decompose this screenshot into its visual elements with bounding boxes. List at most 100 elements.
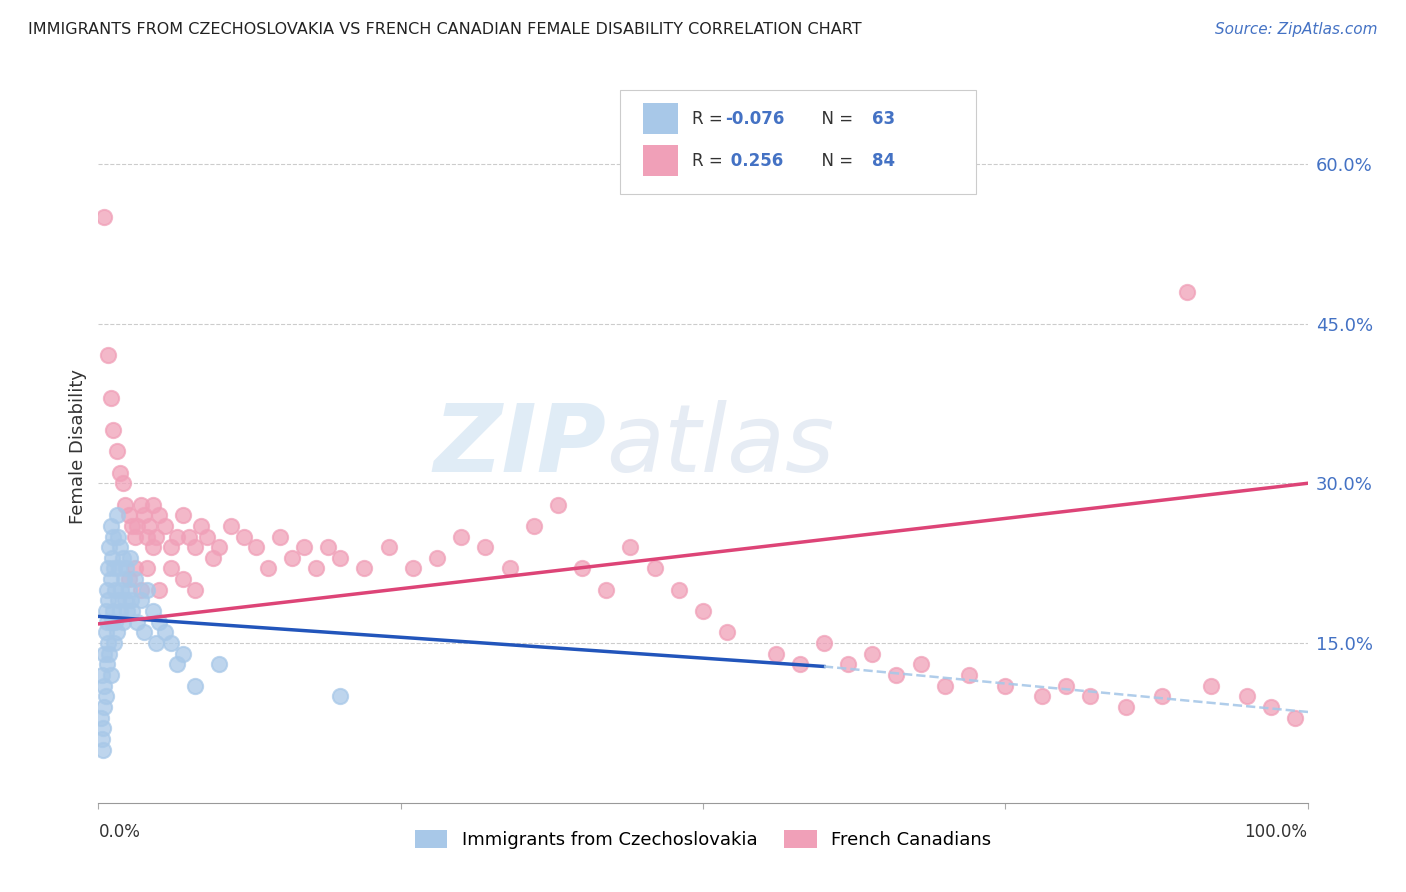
Point <box>619 540 641 554</box>
Point <box>1175 285 1198 299</box>
Text: N =: N = <box>811 110 859 128</box>
Point <box>377 540 399 554</box>
Point <box>114 593 136 607</box>
Point <box>179 529 201 543</box>
Point <box>135 561 157 575</box>
Point <box>138 519 160 533</box>
Point <box>100 519 122 533</box>
Point <box>190 519 212 533</box>
Point <box>910 657 932 672</box>
Point <box>1284 710 1306 724</box>
Point <box>101 529 124 543</box>
Point <box>117 604 139 618</box>
Point <box>316 540 339 554</box>
Point <box>129 498 152 512</box>
Point <box>114 498 136 512</box>
Point <box>108 540 131 554</box>
Point <box>860 647 883 661</box>
Point <box>813 636 835 650</box>
Point <box>153 625 176 640</box>
Point <box>1078 690 1101 704</box>
Point <box>105 444 128 458</box>
Y-axis label: Female Disability: Female Disability <box>69 368 87 524</box>
Legend: Immigrants from Czechoslovakia, French Canadians: Immigrants from Czechoslovakia, French C… <box>408 822 998 856</box>
Point <box>184 540 207 554</box>
Point <box>184 582 207 597</box>
Point <box>91 731 114 746</box>
Point <box>96 615 118 629</box>
Text: atlas: atlas <box>606 401 835 491</box>
Point <box>153 519 176 533</box>
Point <box>112 572 135 586</box>
Point <box>329 550 352 565</box>
Point <box>94 690 117 704</box>
Text: 100.0%: 100.0% <box>1244 822 1308 841</box>
Point <box>145 529 167 543</box>
Point <box>1236 690 1258 704</box>
Text: N =: N = <box>811 152 859 169</box>
Point <box>100 391 122 405</box>
Point <box>111 615 134 629</box>
Point <box>1152 690 1174 704</box>
Point <box>91 721 114 735</box>
Point <box>91 668 114 682</box>
Point <box>93 647 115 661</box>
Point <box>108 604 131 618</box>
Point <box>101 604 124 618</box>
Point <box>208 657 231 672</box>
Point <box>134 508 156 523</box>
Point <box>103 561 125 575</box>
Point <box>100 572 122 586</box>
Point <box>269 529 291 543</box>
Point <box>1199 679 1222 693</box>
Point <box>104 582 127 597</box>
Point <box>160 540 183 554</box>
Point <box>111 550 134 565</box>
Point <box>118 582 141 597</box>
Point <box>121 519 143 533</box>
Point <box>107 529 129 543</box>
Point <box>256 561 278 575</box>
Point <box>93 210 115 224</box>
Point <box>124 529 146 543</box>
Point <box>94 625 117 640</box>
Point <box>98 647 121 661</box>
Point <box>124 561 146 575</box>
Point <box>107 593 129 607</box>
Point <box>118 508 141 523</box>
Point <box>1115 700 1137 714</box>
Point <box>91 742 114 756</box>
Point <box>160 636 183 650</box>
Text: -0.076: -0.076 <box>725 110 785 128</box>
Point <box>232 529 254 543</box>
Point <box>668 582 690 597</box>
Point <box>305 561 328 575</box>
Point <box>595 582 617 597</box>
Point <box>142 604 165 618</box>
Point <box>111 476 134 491</box>
Point <box>692 604 714 618</box>
Point <box>957 668 980 682</box>
Point <box>172 508 194 523</box>
Point <box>97 636 120 650</box>
Point <box>100 550 122 565</box>
Point <box>402 561 425 575</box>
Point <box>97 593 120 607</box>
Point <box>118 550 141 565</box>
Point <box>135 529 157 543</box>
Point <box>994 679 1017 693</box>
Point <box>202 550 225 565</box>
Point <box>121 604 143 618</box>
Point <box>1054 679 1077 693</box>
Point <box>105 508 128 523</box>
Point <box>474 540 496 554</box>
Text: ZIP: ZIP <box>433 400 606 492</box>
Point <box>172 647 194 661</box>
Text: Source: ZipAtlas.com: Source: ZipAtlas.com <box>1215 22 1378 37</box>
Point <box>837 657 859 672</box>
Point <box>108 466 131 480</box>
Point <box>142 540 165 554</box>
Point <box>166 657 188 672</box>
Point <box>100 615 122 629</box>
Point <box>142 498 165 512</box>
